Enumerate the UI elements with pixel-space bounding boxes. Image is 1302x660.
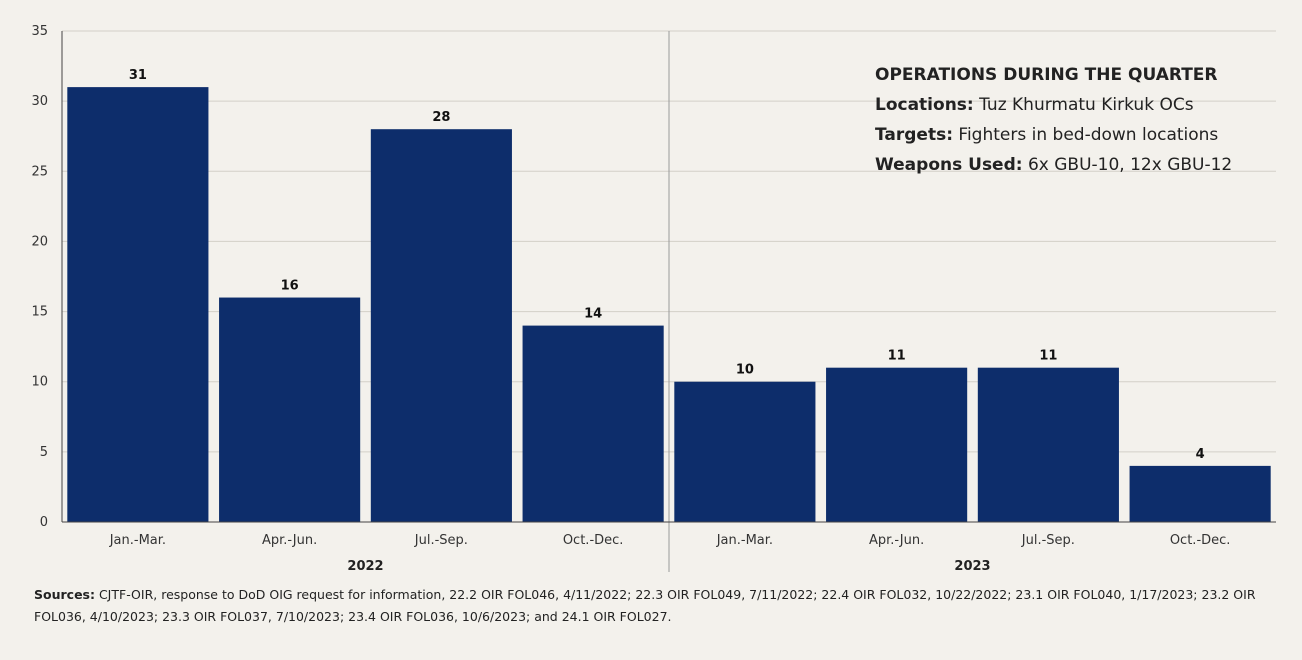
- weapons-value: 6x GBU-10, 12x GBU-12: [1022, 155, 1233, 175]
- weapons-label: Weapons Used:: [875, 155, 1023, 175]
- bar-6: [826, 367, 968, 522]
- bar-3: [370, 129, 512, 522]
- bar-chart: 0 5 10 15 20 25 30 35 31 16 28 14 10 11 11 4 Jan.-Mar.…: [31, 24, 1276, 574]
- data-label-5: 10: [736, 363, 754, 378]
- y-tick-label-20: 20: [31, 234, 48, 249]
- data-label-6: 11: [888, 349, 906, 364]
- y-tick-label-0: 0: [40, 515, 48, 530]
- category-labels: Jan.-Mar. Apr.-Jun. Jul.-Sep. Oct.-Dec. Jan.…: [109, 533, 1231, 548]
- y-tick-label-10: 10: [31, 375, 48, 390]
- data-label-4: 14: [584, 307, 602, 322]
- bar-2: [219, 297, 361, 522]
- sources-label: Sources:: [34, 587, 95, 602]
- locations-value: Tuz Khurmatu Kirkuk OCs: [973, 95, 1194, 115]
- data-label-8: 4: [1196, 447, 1205, 462]
- info-heading: OPERATIONS DURING THE QUARTER: [875, 65, 1218, 85]
- data-labels: 31 16 28 14 10 11 11 4: [129, 68, 1205, 462]
- category-label-6: Apr.-Jun.: [869, 533, 924, 548]
- category-label-8: Oct.-Dec.: [1170, 533, 1231, 548]
- bar-7: [977, 367, 1119, 522]
- info-locations: Locations: Tuz Khurmatu Kirkuk OCs: [875, 90, 1295, 120]
- bar-4: [522, 325, 664, 522]
- year-labels: 2022 2023: [347, 559, 990, 574]
- bars: [67, 87, 1271, 522]
- data-label-1: 31: [129, 68, 147, 83]
- y-tick-label-5: 5: [40, 445, 48, 460]
- info-targets: Targets: Fighters in bed-down locations: [875, 120, 1295, 150]
- targets-value: Fighters in bed-down locations: [953, 125, 1219, 145]
- category-label-7: Jul.-Sep.: [1021, 533, 1075, 548]
- data-label-2: 16: [281, 279, 299, 294]
- y-tick-label-25: 25: [31, 164, 48, 179]
- year-label-2022: 2022: [347, 559, 383, 574]
- bar-1: [67, 87, 209, 522]
- y-tick-label-15: 15: [31, 305, 48, 320]
- y-tick-label-30: 30: [31, 94, 48, 109]
- targets-label: Targets:: [875, 125, 954, 145]
- data-label-3: 28: [432, 110, 450, 125]
- category-label-1: Jan.-Mar.: [109, 533, 166, 548]
- locations-label: Locations:: [875, 95, 974, 115]
- data-label-7: 11: [1039, 349, 1057, 364]
- bar-5: [674, 381, 816, 522]
- category-label-4: Oct.-Dec.: [563, 533, 624, 548]
- category-label-3: Jul.-Sep.: [414, 533, 468, 548]
- sources-text: CJTF-OIR, response to DoD OIG request fo…: [34, 587, 1256, 624]
- bar-8: [1129, 465, 1271, 522]
- sources-note: Sources: CJTF-OIR, response to DoD OIG r…: [34, 584, 1284, 628]
- operations-info-box: OPERATIONS DURING THE QUARTER Locations:…: [875, 60, 1295, 180]
- y-tick-label-35: 35: [31, 24, 48, 39]
- y-axis-ticks: 0 5 10 15 20 25 30 35: [31, 24, 48, 530]
- category-label-2: Apr.-Jun.: [262, 533, 317, 548]
- year-label-2023: 2023: [954, 559, 990, 574]
- info-weapons: Weapons Used: 6x GBU-10, 12x GBU-12: [875, 150, 1295, 180]
- category-label-5: Jan.-Mar.: [716, 533, 773, 548]
